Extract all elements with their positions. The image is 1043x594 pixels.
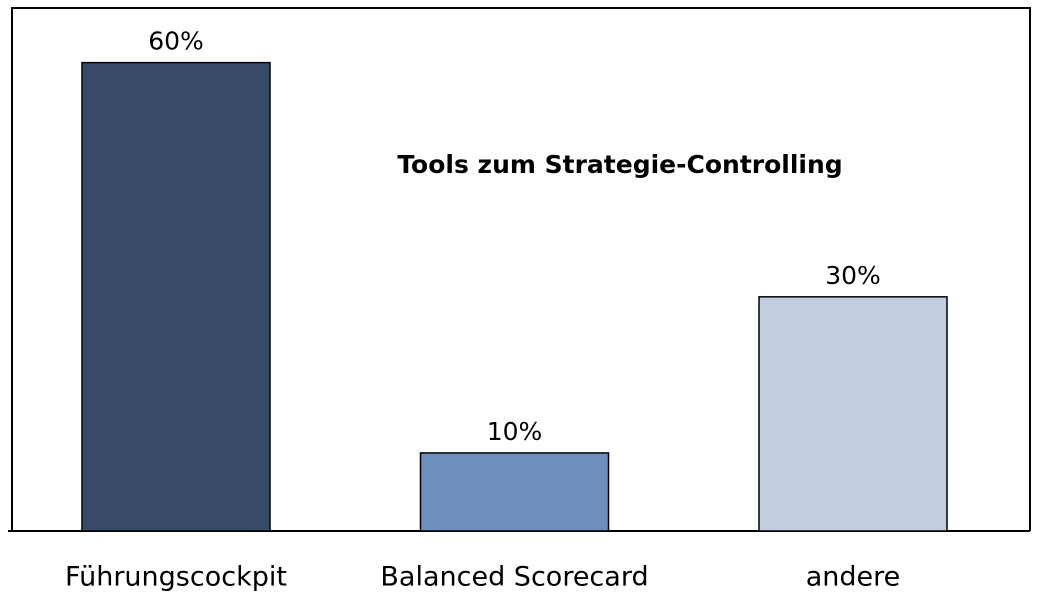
value-label: 10% xyxy=(487,417,543,446)
value-label: 30% xyxy=(825,261,881,290)
bar xyxy=(419,452,610,532)
x-tick-label: Führungscockpit xyxy=(65,562,287,593)
bar xyxy=(758,296,948,532)
chart-title: Tools zum Strategie-Controlling xyxy=(397,150,842,179)
bar xyxy=(81,61,271,532)
x-tick-label: andere xyxy=(806,562,901,593)
x-tick-label: Balanced Scorecard xyxy=(380,562,648,593)
frame xyxy=(11,7,1031,531)
value-label: 60% xyxy=(148,27,204,56)
